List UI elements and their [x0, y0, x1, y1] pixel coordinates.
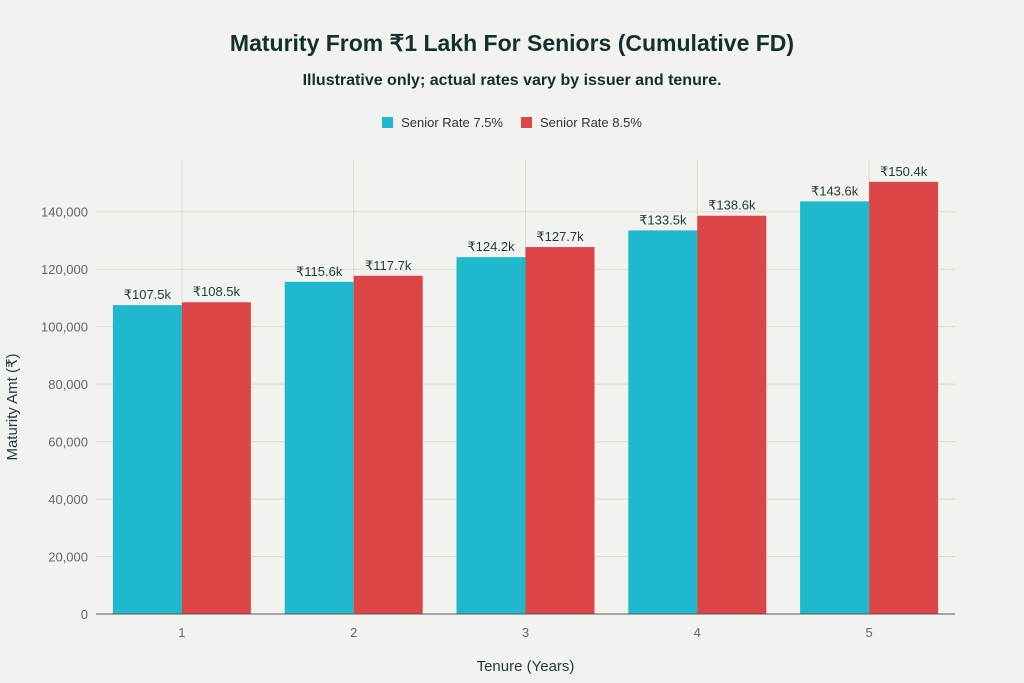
bar-series-1: [628, 230, 698, 614]
data-label: ₹115.6k: [296, 264, 343, 279]
legend-item-series-1[interactable]: Senior Rate 7.5%: [382, 115, 503, 130]
x-axis-title: Tenure (Years): [477, 658, 575, 675]
y-tick-label: 100,000: [41, 320, 88, 335]
y-tick-label: 60,000: [48, 435, 88, 450]
legend-item-series-2[interactable]: Senior Rate 8.5%: [521, 115, 642, 130]
x-tick-label: 5: [865, 625, 872, 640]
y-axis-title: Maturity Amt (₹): [4, 353, 21, 460]
bar-series-1: [284, 281, 354, 614]
chart-subtitle: Illustrative only; actual rates vary by …: [302, 72, 722, 89]
x-tick-label: 2: [350, 625, 357, 640]
data-label: ₹117.7k: [365, 258, 412, 273]
data-label: ₹150.4k: [880, 164, 928, 179]
y-tick-label: 80,000: [48, 377, 88, 392]
bar-series-2: [525, 247, 595, 614]
data-label: ₹124.2k: [467, 239, 515, 254]
bar-series-2: [181, 302, 251, 614]
data-label: ₹138.6k: [708, 198, 756, 213]
legend: Senior Rate 7.5% Senior Rate 8.5%: [0, 115, 1024, 130]
x-tick-label: 1: [178, 625, 185, 640]
x-tick-label: 3: [522, 625, 529, 640]
bar-series-2: [697, 215, 767, 614]
y-tick-label: 0: [81, 607, 88, 622]
bar-series-2: [869, 181, 939, 614]
y-tick-label: 40,000: [48, 492, 88, 507]
y-tick-label: 140,000: [41, 205, 88, 220]
legend-swatch-series-1: [382, 117, 394, 128]
bar-series-1: [112, 305, 182, 614]
legend-swatch-series-2: [521, 117, 532, 128]
bar-series-1: [456, 257, 526, 614]
legend-label-series-2: Senior Rate 8.5%: [540, 115, 642, 130]
data-label: ₹107.5k: [124, 287, 172, 302]
bar-series-2: [353, 275, 423, 614]
legend-label-series-1: Senior Rate 7.5%: [401, 115, 503, 130]
data-label: ₹127.7k: [536, 229, 584, 244]
y-tick-label: 120,000: [41, 262, 88, 277]
x-tick-label: 4: [694, 625, 701, 640]
data-label: ₹143.6k: [811, 183, 859, 198]
y-tick-label: 20,000: [48, 550, 88, 565]
bar-series-1: [800, 201, 870, 615]
data-label: ₹108.5k: [193, 284, 241, 299]
chart-title: Maturity From ₹1 Lakh For Seniors (Cumul…: [229, 30, 795, 56]
data-label: ₹133.5k: [639, 212, 687, 227]
